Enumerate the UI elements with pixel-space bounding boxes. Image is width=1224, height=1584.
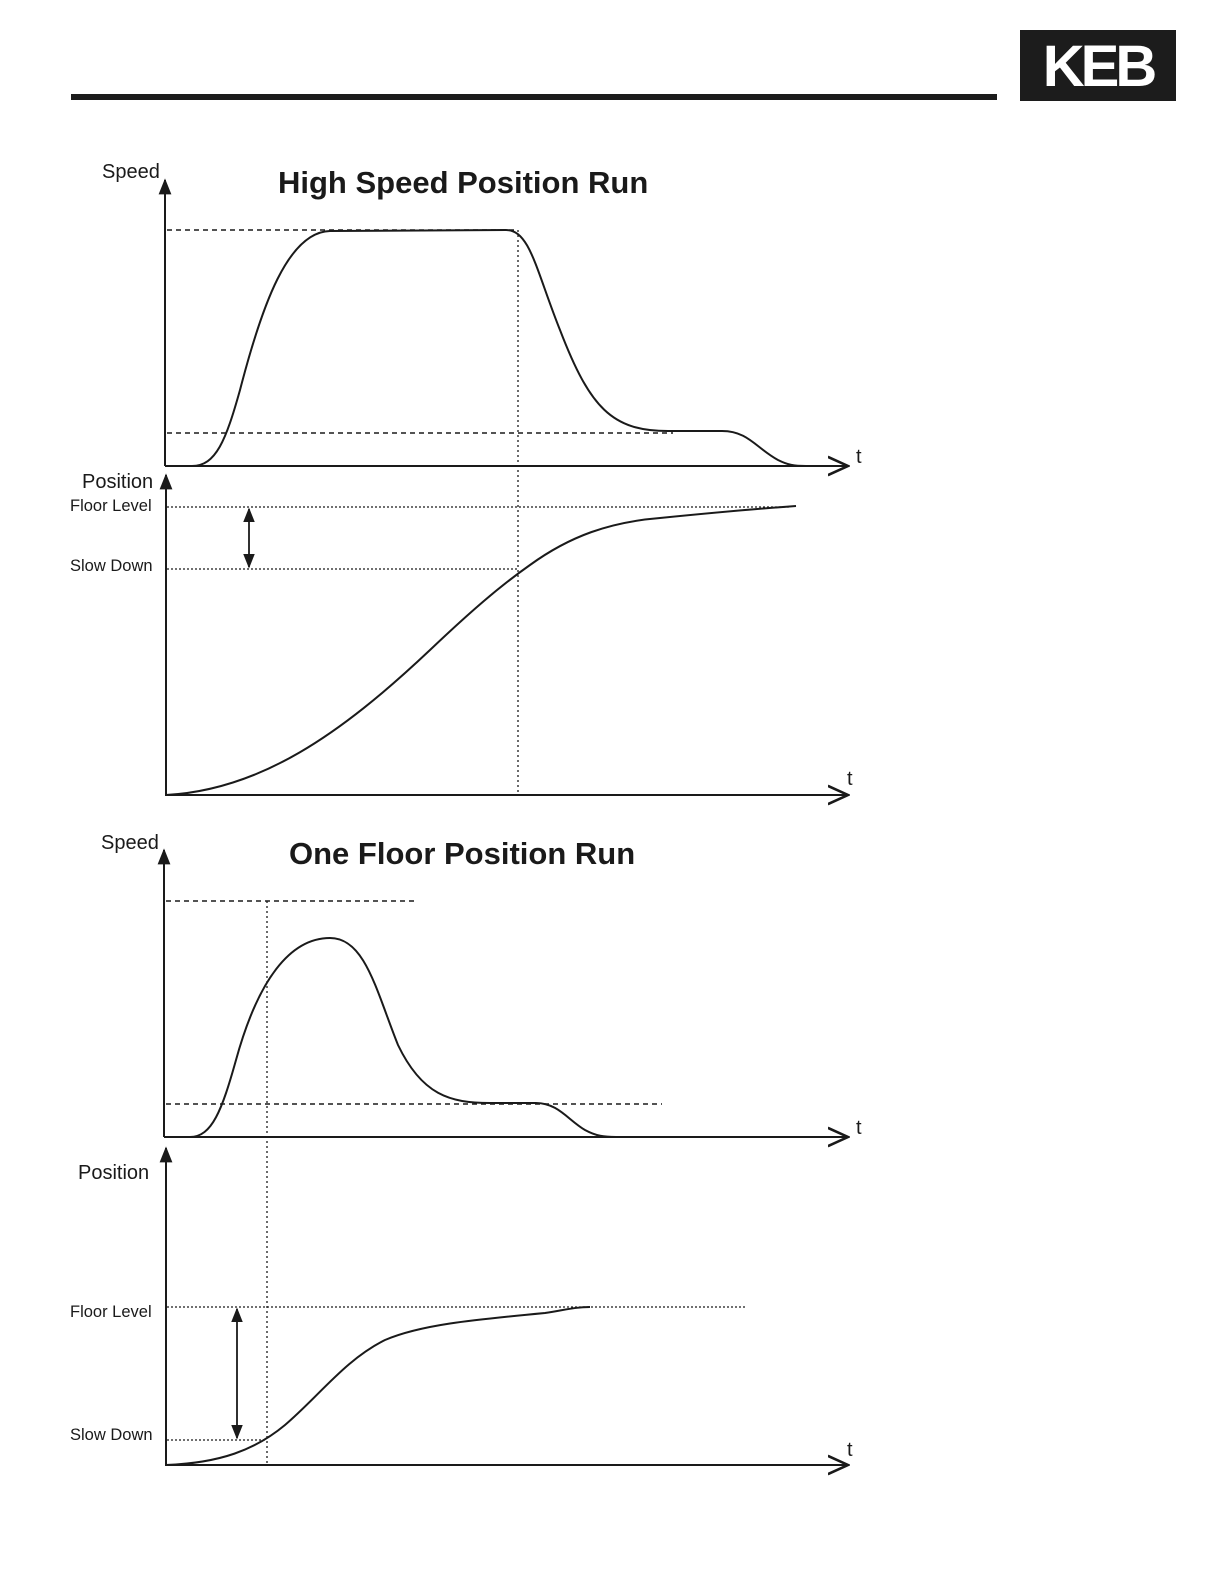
speed-axis-label: Speed [102,161,160,183]
high-speed-run-diagram [158,178,848,796]
floor-level-label: Floor Level [70,497,152,515]
keb-logo-mark: KEB [1043,38,1160,94]
keb-logo: KEB [1020,30,1176,101]
position-axis-label: Position [82,471,154,493]
position-curve [165,505,797,796]
time-axis-label: t [847,768,853,790]
slow-down-label: Slow Down [70,1426,153,1444]
time-axis-label: t [856,446,862,468]
header-rule [71,94,997,100]
one-floor-run-diagram [157,848,848,1466]
time-axis-label: t [847,1439,853,1461]
svg-text:KEB: KEB [1043,38,1156,94]
speed-curve-2 [189,936,617,1138]
time-axis-label: t [856,1117,862,1139]
slow-down-label: Slow Down [70,557,153,575]
floor-level-label: Floor Level [70,1303,152,1321]
speed-curve [191,228,807,467]
diagram-title: One Floor Position Run [289,836,636,871]
diagram-title: High Speed Position Run [278,165,649,200]
position-axis-label: Position [78,1162,150,1184]
position-curve-2 [165,1306,591,1466]
speed-axis-label: Speed [101,832,159,854]
